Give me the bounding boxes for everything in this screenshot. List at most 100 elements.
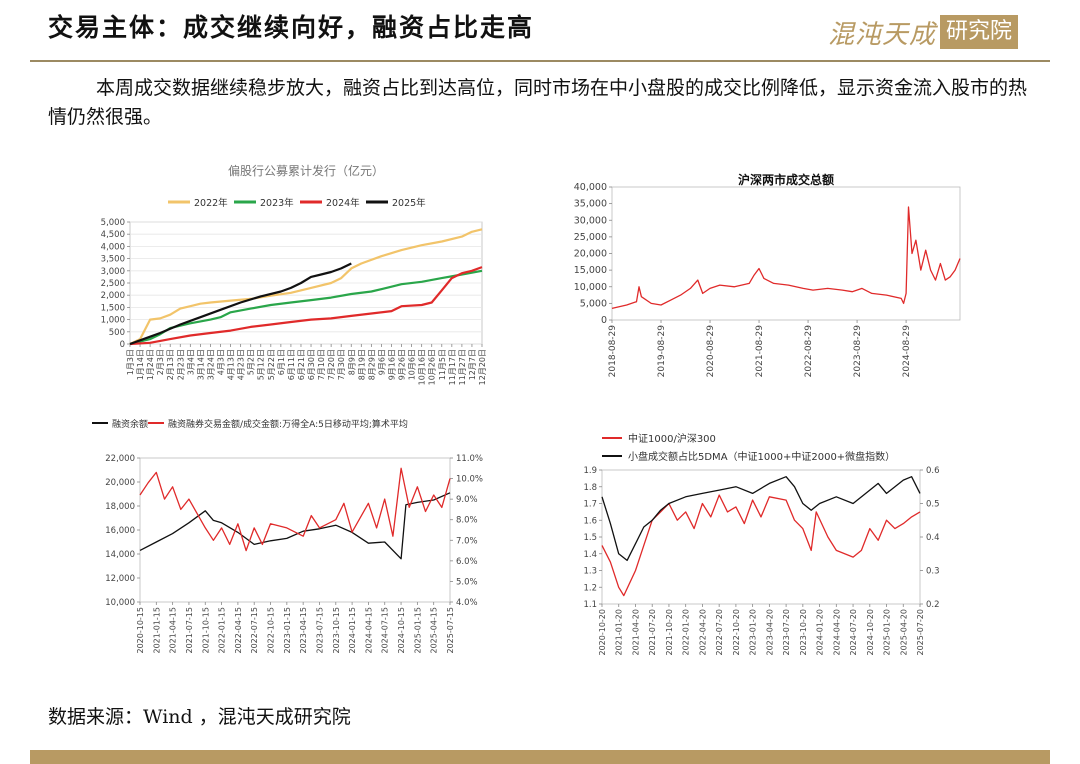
y-tick-label: 3,000: [101, 267, 125, 277]
legend-label: 2022年: [194, 197, 228, 209]
x-tick-label: 6月11日: [287, 349, 296, 380]
x-tick-label: 10月16日: [418, 349, 427, 385]
x-tick-label: 6月30日: [307, 349, 316, 380]
summary-paragraph: 本周成交数据继续稳步放大，融资占比到达高位，同时市场在中小盘股的成交比例降低，显…: [48, 77, 1028, 128]
y-tick-label: 25,000: [574, 232, 607, 243]
y-right-tick-label: 10.0%: [456, 475, 483, 485]
y-tick-label: 1.6: [583, 516, 597, 526]
x-tick-label: 2025-04-15: [430, 607, 439, 654]
y-right-tick-label: 11.0%: [456, 454, 483, 464]
y-tick-label: 10,000: [105, 598, 135, 608]
page-title: 交易主体：成交继续向好，融资占比走高: [48, 13, 535, 42]
x-tick-label: 2024-01-15: [348, 607, 357, 654]
x-tick-label: 2021-07-20: [648, 609, 657, 656]
x-tick-label: 2021-10-15: [201, 607, 210, 654]
y-right-tick-label: 0.2: [926, 600, 940, 610]
x-tick-label: 2025-04-20: [899, 609, 908, 656]
x-tick-label: 2021-07-15: [185, 607, 194, 654]
x-tick-label: 2018-08-29: [608, 325, 618, 378]
x-tick-label: 2022-07-15: [250, 607, 259, 654]
bottom-rule: [30, 750, 1050, 764]
y-tick-label: 4,000: [101, 242, 125, 252]
y-tick-label: 1.8: [583, 483, 597, 493]
brand-logo: 混沌天成 研究院: [828, 14, 1019, 50]
chart-smallcap: 1.1 1.2 1.3 1.4 1.5 1.6 1.7 1.8 1.9 0.2 0.3 0.4 0.5 0…: [583, 432, 940, 656]
y-tick-label: 1,000: [101, 316, 125, 326]
y-tick-label: 1,500: [101, 303, 125, 313]
x-tick-label: 6月21日: [297, 349, 306, 380]
x-tick-label: 2024-01-20: [816, 609, 825, 656]
y-tick-label: 1.1: [583, 600, 597, 610]
y-right-tick-label: 0.6: [926, 466, 940, 476]
x-tick-label: 2023-04-20: [765, 609, 774, 656]
x-tick-label: 2023-07-15: [315, 607, 324, 654]
y-tick-label: 22,000: [105, 454, 135, 464]
y-tick-label: 2,500: [101, 279, 125, 289]
chart-title: 偏股行公募累计发行（亿元）: [228, 163, 384, 178]
y-tick-label: 5,000: [580, 298, 607, 309]
y-tick-label: 1.3: [583, 567, 597, 577]
x-tick-label: 2024-08-29: [902, 325, 912, 378]
x-tick-label: 9月6日: [377, 349, 386, 375]
logo-script: 混沌天成: [828, 19, 937, 50]
x-tick-label: 2021-01-15: [152, 607, 161, 654]
x-tick-label: 2023-04-15: [299, 607, 308, 654]
y-tick-label: 1.7: [583, 500, 597, 510]
y-tick-label: 2,000: [101, 291, 125, 301]
y-tick-label: 16,000: [105, 526, 135, 536]
x-tick-label: 2022-04-20: [698, 609, 707, 656]
x-tick-label: 2019-08-29: [657, 325, 667, 378]
x-tick-label: 2024-07-15: [381, 607, 390, 654]
y-tick-label: 20,000: [105, 478, 135, 488]
y-tick-label: 10,000: [574, 282, 607, 293]
y-tick-label: 0: [120, 340, 125, 350]
x-tick-label: 12月7日: [468, 349, 477, 380]
y-tick-label: 30,000: [574, 215, 607, 226]
x-tick-label: 2025-07-20: [916, 609, 925, 656]
x-tick-label: 8月9日: [347, 349, 356, 375]
series-line: [129, 228, 483, 345]
y-tick-label: 18,000: [105, 502, 135, 512]
y-tick-label: 35,000: [574, 199, 607, 210]
chart-margin: 10,000 12,000 14,000 16,000 18,000 20,000 22,0…: [92, 418, 483, 654]
y-tick-label: 3,500: [101, 255, 125, 265]
chart-title: 沪深两市成交总额: [738, 172, 834, 187]
x-tick-label: 2024-04-20: [832, 609, 841, 656]
series-line: [601, 476, 921, 562]
x-tick-label: 4月3日: [217, 349, 226, 375]
legend-label: 中证1000/沪深300: [628, 432, 716, 445]
x-tick-label: 1月14日: [136, 349, 145, 380]
x-tick-label: 2022-10-20: [732, 609, 741, 656]
legend-label: 融资融券交易金额/成交金额:万得全A:5日移动平均;算术平均: [168, 418, 408, 430]
x-tick-label: 2024-10-20: [866, 609, 875, 656]
x-tick-label: 2月23日: [176, 349, 185, 380]
y-tick-label: 1.9: [583, 466, 597, 476]
x-tick-label: 4月13日: [227, 349, 236, 380]
x-tick-label: 2021-04-15: [169, 607, 178, 654]
y-right-tick-label: 0.3: [926, 567, 940, 577]
x-tick-label: 3月24日: [206, 349, 215, 380]
y-tick-label: 1.5: [583, 533, 597, 543]
y-right-tick-label: 0.5: [926, 500, 940, 510]
y-right-tick-label: 5.0%: [456, 577, 478, 587]
source-footer: 数据来源：Wind ，混沌天成研究院: [48, 706, 351, 728]
x-tick-label: 2021-10-20: [665, 609, 674, 656]
x-tick-label: 12月20日: [478, 349, 487, 385]
x-tick-label: 8月29日: [367, 349, 376, 380]
x-tick-label: 2022-01-20: [682, 609, 691, 656]
x-tick-label: 2020-10-20: [598, 609, 607, 656]
series-line: [139, 492, 451, 560]
y-tick-label: 20,000: [574, 249, 607, 260]
series-line: [601, 494, 921, 597]
x-tick-label: 2023-01-15: [283, 607, 292, 654]
x-tick-label: 2022-10-15: [267, 607, 276, 654]
legend-label: 2025年: [392, 197, 426, 209]
x-tick-label: 2023-10-20: [799, 609, 808, 656]
x-tick-label: 5月12日: [257, 349, 266, 380]
x-tick-label: 2021-04-20: [631, 609, 640, 656]
x-tick-label: 9月16日: [387, 349, 396, 380]
y-right-tick-label: 0.4: [926, 533, 940, 543]
x-tick-label: 2024-04-15: [364, 607, 373, 654]
x-tick-label: 10月6日: [408, 349, 417, 380]
plot-frame: [601, 469, 921, 605]
